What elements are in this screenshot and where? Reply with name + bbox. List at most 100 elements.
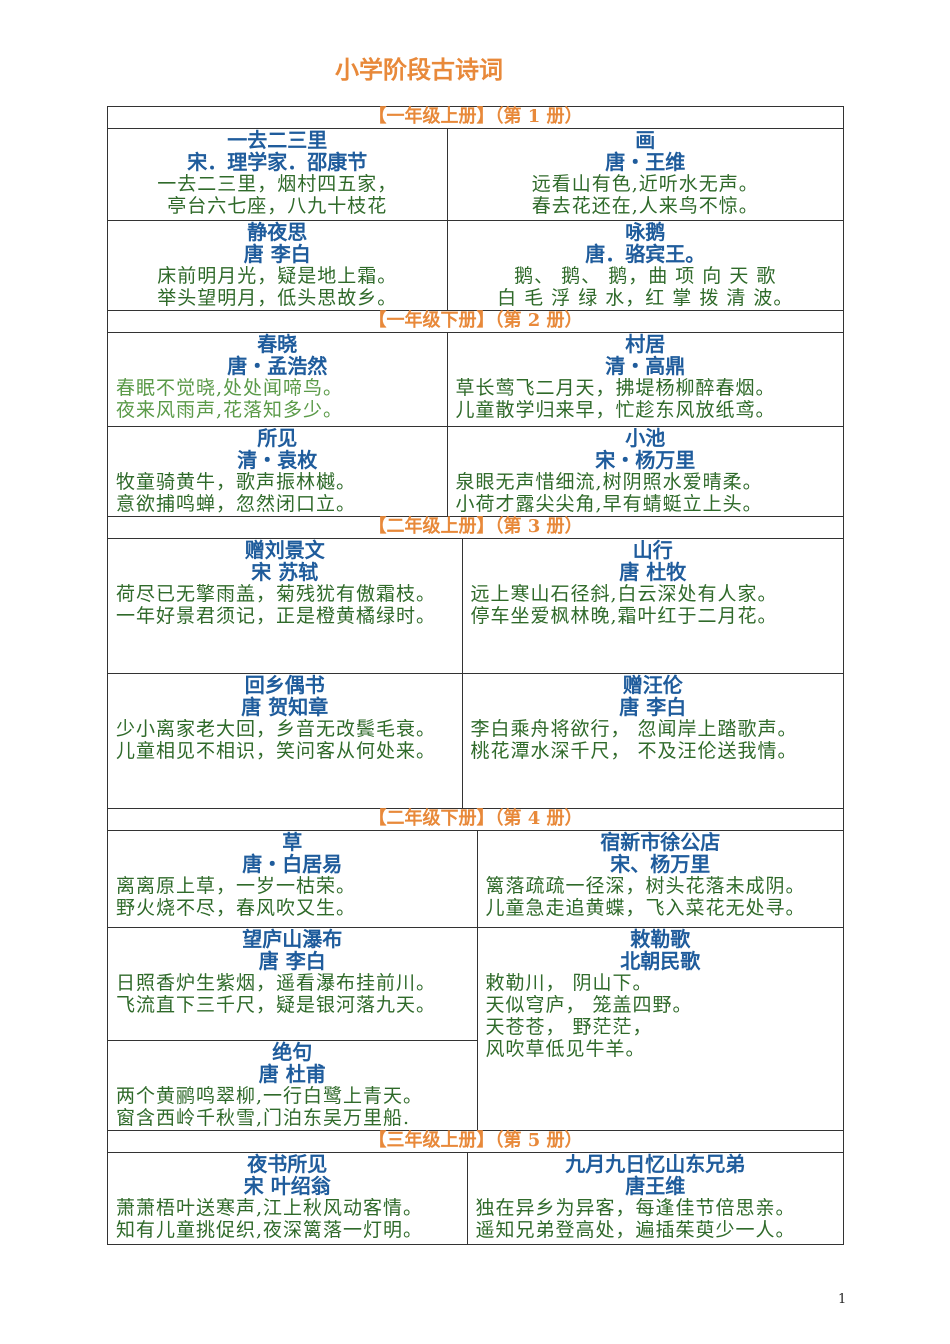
poem-line: 两个黄鹂鸣翠柳,一行白鹭上青天。 [116, 1085, 424, 1107]
poem-column: 所见 清・袁枚 牧童骑黄牛，歌声振林樾。 意欲捕鸣蝉，忽然闭口立。 [107, 426, 447, 516]
poem-column: 静夜思唐 李白 床前明月光，疑是地上霜。 举头望明月，低头思故乡。 [107, 220, 447, 310]
poem-line: 离离原上草，一岁一枯荣。 [116, 875, 357, 897]
poem-cell: 回乡偶书唐 贺知章 少小离家老大回，乡音无改鬓毛衰。 儿童相见不相识，笑问客从何处来… [107, 673, 462, 808]
poem-cell: 九月九日忆山东兄弟 唐王维 独在异乡为异客，每逢佳节倍思亲。 遥知兄弟登高处，遍插茱萸… [466, 1152, 843, 1244]
page-number: 1 [838, 1292, 847, 1307]
poem-author: 唐 李白 [258, 949, 326, 973]
poem-line: 亭台六七座，八九十枝花 [167, 195, 388, 217]
poem-title: 回乡偶书 [244, 673, 325, 697]
poem-title: 村居 [625, 332, 666, 356]
poem-line: 荷尽已无擎雨盖，菊残犹有傲霜枝。 [116, 583, 437, 605]
poem-column: 九月九日忆山东兄弟 唐王维 独在异乡为异客，每逢佳节倍思亲。 遥知兄弟登高处，遍插茱萸… [466, 1152, 843, 1244]
poem-line: 远上寒山石径斜,白云深处有人家。 [470, 583, 778, 605]
poem-author: 宋・杨万里 [595, 448, 696, 472]
poem-column: 赠刘景文宋 苏轼 荷尽已无擎雨盖，菊残犹有傲霜枝。 一年好景君须记，正是橙黄橘绿时。 [107, 538, 462, 673]
poem-author: 唐・王维 [605, 150, 686, 174]
poem-column: 画唐・王维 远看山有色,近听水无声。 春去花还在,人来鸟不惊。 [446, 128, 843, 220]
poem-author: 唐 杜甫 [258, 1062, 326, 1086]
poem-line: 李白乘舟将欲行， 忽闻岸上踏歌声。 [470, 718, 798, 740]
poem-column: 回乡偶书唐 贺知章 少小离家老大回，乡音无改鬓毛衰。 儿童相见不相识，笑问客从何处来… [107, 673, 462, 808]
poem-cell: 山行唐 杜牧 远上寒山石径斜,白云深处有人家。 停车坐爱枫林晚,霜叶红于二月花。 [461, 538, 843, 673]
poem-table: 【一年级上册】（第 1 册） 一去二三里 宋．理学家．邵康节 一去二三里，烟村四五家，… [107, 106, 844, 1245]
poem-line: 天似穹庐， 笼盖四野。 [485, 994, 693, 1016]
poem-line: 举头望明月，低头思故乡。 [157, 287, 398, 309]
poem-title: 静夜思 [247, 220, 308, 244]
poem-line: 床前明月光，疑是地上霜。 [157, 265, 398, 287]
poem-author: 唐 贺知章 [241, 695, 329, 719]
poem-column: 宿新市徐公店 宋、杨万里 篱落疏疏一径深，树头花落未成阴。 儿童急走追黄蝶，飞入菜花无… [476, 830, 843, 927]
poem-line: 春去花还在,人来鸟不惊。 [531, 195, 759, 217]
poem-title: 春晓 [257, 332, 298, 356]
poem-line: 篱落疏疏一径深，树头花落未成阴。 [485, 875, 806, 897]
poem-line: 少小离家老大回，乡音无改鬓毛衰。 [116, 718, 437, 740]
poem-cell: 望庐山瀑布唐 李白 日照香炉生紫烟，遥看瀑布挂前川。 飞流直下三千尺，疑是银河落九天… [107, 927, 477, 1040]
poem-row: 望庐山瀑布唐 李白 日照香炉生紫烟，遥看瀑布挂前川。 飞流直下三千尺，疑是银河落九天… [107, 927, 843, 1130]
poem-author: 唐 杜牧 [619, 560, 687, 584]
poem-row: 夜书所见宋 叶绍翁 萧萧梧叶送寒声,江上秋风动客情。 知有儿童挑促织,夜深篱落一灯明… [107, 1152, 843, 1244]
poem-line: 野火烧不尽，春风吹又生。 [116, 897, 357, 919]
poem-title: 山行 [632, 538, 673, 562]
poem-line: 白 毛 浮 绿 水，红 掌 拨 清 波。 [497, 287, 794, 309]
poem-title: 所见 [257, 426, 298, 450]
poem-row: 所见 清・袁枚 牧童骑黄牛，歌声振林樾。 意欲捕鸣蝉，忽然闭口立。 小池 宋・杨万里 泉眼无… [107, 426, 843, 516]
poem-title: 画 [635, 128, 656, 152]
poem-title: 宿新市徐公店 [600, 830, 721, 854]
poem-row: 草唐・白居易 离离原上草，一岁一枯荣。 野火烧不尽，春风吹又生。 宿新市徐公店 宋、杨万… [107, 830, 843, 927]
poem-column: 草唐・白居易 离离原上草，一岁一枯荣。 野火烧不尽，春风吹又生。 [107, 830, 477, 927]
poem-column: 夜书所见宋 叶绍翁 萧萧梧叶送寒声,江上秋风动客情。 知有儿童挑促织,夜深篱落一灯明… [107, 1152, 467, 1244]
poem-line: 天苍苍， 野茫茫， [485, 1016, 653, 1038]
poem-line: 停车坐爱枫林晚,霜叶红于二月花。 [470, 605, 778, 627]
poem-line: 儿童急走追黄蝶，飞入菜花无处寻。 [485, 897, 806, 919]
poem-author: 宋 叶绍翁 [243, 1174, 331, 1198]
poem-column: 山行唐 杜牧 远上寒山石径斜,白云深处有人家。 停车坐爱枫林晚,霜叶红于二月花。 [461, 538, 843, 673]
poem-title: 草 [282, 830, 303, 854]
doc-title: 小学阶段古诗词 [335, 55, 503, 84]
poem-line: 知有儿童挑促织,夜深篱落一灯明。 [116, 1219, 424, 1241]
poem-column: 敕勒歌 北朝民歌 敕勒川， 阴山下。 天似穹庐， 笼盖四野。 天苍苍， 野茫茫， 风吹草低… [476, 927, 843, 1130]
poem-author: 唐 李白 [243, 242, 311, 266]
poem-line: 夜来风雨声,花落知多少。 [116, 399, 344, 421]
poem-author: 唐王维 [625, 1174, 686, 1198]
poem-cell: 村居 清・高鼎 草长莺飞二月天，拂堤杨柳醉春烟。 儿童散学归来早，忙趁东风放纸鸢。 [446, 332, 843, 426]
poem-title: 绝句 [272, 1040, 313, 1064]
poem-author: 宋 苏轼 [251, 560, 319, 584]
poem-column: 春晓 唐・孟浩然 春眠不觉晓,处处闻啼鸟。 夜来风雨声,花落知多少。 [107, 332, 447, 426]
poem-column: 望庐山瀑布唐 李白 日照香炉生紫烟，遥看瀑布挂前川。 飞流直下三千尺，疑是银河落九天… [107, 927, 477, 1130]
poem-row: 回乡偶书唐 贺知章 少小离家老大回，乡音无改鬓毛衰。 儿童相见不相识，笑问客从何处来… [107, 673, 843, 808]
section-header: 【一年级下册】（第 2 册） [107, 310, 843, 332]
poem-line: 儿童相见不相识，笑问客从何处来。 [116, 740, 437, 762]
poem-title: 敕勒歌 [630, 927, 691, 951]
poem-cell: 草唐・白居易 离离原上草，一岁一枯荣。 野火烧不尽，春风吹又生。 [107, 830, 477, 927]
poem-line: 意欲捕鸣蝉，忽然闭口立。 [116, 493, 357, 515]
poem-cell: 春晓 唐・孟浩然 春眠不觉晓,处处闻啼鸟。 夜来风雨声,花落知多少。 [107, 332, 447, 426]
poem-column: 赠汪伦唐 李白 李白乘舟将欲行， 忽闻岸上踏歌声。 桃花潭水深千尺， 不及汪伦送我情… [461, 673, 843, 808]
section-header: 【一年级上册】（第 1 册） [107, 106, 843, 128]
poem-cell: 小池 宋・杨万里 泉眼无声惜细流,树阴照水爱晴柔。 小荷才露尖尖角,早有蜻蜓立上头。 [446, 426, 843, 516]
poem-column: 咏鹅 唐．骆宾王。 鹅、 鹅、 鹅，曲 项 向 天 歌白 毛 浮 绿 水，红 掌 拨… [446, 220, 843, 310]
poem-line: 小荷才露尖尖角,早有蜻蜓立上头。 [455, 493, 763, 515]
poem-author: 清・高鼎 [605, 354, 686, 378]
poem-cell: 敕勒歌 北朝民歌 敕勒川， 阴山下。 天似穹庐， 笼盖四野。 天苍苍， 野茫茫， 风吹草低… [476, 927, 843, 1130]
poem-line: 儿童散学归来早，忙趁东风放纸鸢。 [455, 399, 776, 421]
poem-line: 泉眼无声惜细流,树阴照水爱晴柔。 [455, 471, 763, 493]
poem-cell: 赠刘景文宋 苏轼 荷尽已无擎雨盖，菊残犹有傲霜枝。 一年好景君须记，正是橙黄橘绿时。 [107, 538, 462, 673]
poem-line: 萧萧梧叶送寒声,江上秋风动客情。 [116, 1197, 424, 1219]
poem-title: 小池 [625, 426, 666, 450]
poem-author: 唐・白居易 [242, 852, 343, 876]
poem-cell: 一去二三里 宋．理学家．邵康节 一去二三里，烟村四五家， 亭台六七座，八九十枝花 [107, 128, 447, 220]
section-header: 【三年级上册】（第 5 册） [107, 1130, 843, 1152]
poem-cell: 静夜思唐 李白 床前明月光，疑是地上霜。 举头望明月，低头思故乡。 [107, 220, 447, 310]
poem-line: 飞流直下三千尺，疑是银河落九天。 [116, 994, 437, 1016]
poem-column: 小池 宋・杨万里 泉眼无声惜细流,树阴照水爱晴柔。 小荷才露尖尖角,早有蜻蜓立上头。 [446, 426, 843, 516]
poem-line: 独在异乡为异客，每逢佳节倍思亲。 [475, 1197, 796, 1219]
poem-line: 桃花潭水深千尺， 不及汪伦送我情。 [470, 740, 798, 762]
poem-row: 静夜思唐 李白 床前明月光，疑是地上霜。 举头望明月，低头思故乡。 咏鹅 唐．骆宾王。鹅… [107, 220, 843, 310]
poem-line: 风吹草低见牛羊。 [485, 1038, 646, 1060]
poem-cell: 宿新市徐公店 宋、杨万里 篱落疏疏一径深，树头花落未成阴。 儿童急走追黄蝶，飞入菜花无… [476, 830, 843, 927]
poem-cell: 咏鹅 唐．骆宾王。 鹅、 鹅、 鹅，曲 项 向 天 歌白 毛 浮 绿 水，红 掌 拨… [446, 220, 843, 310]
poem-row: 一去二三里 宋．理学家．邵康节 一去二三里，烟村四五家， 亭台六七座，八九十枝花画唐・… [107, 128, 843, 220]
poem-title: 一去二三里 [227, 128, 328, 152]
poem-cell: 绝句唐 杜甫 两个黄鹂鸣翠柳,一行白鹭上青天。 窗含西岭千秋雪,门泊东吴万里船. [107, 1040, 477, 1130]
poem-line: 远看山有色,近听水无声。 [531, 173, 759, 195]
